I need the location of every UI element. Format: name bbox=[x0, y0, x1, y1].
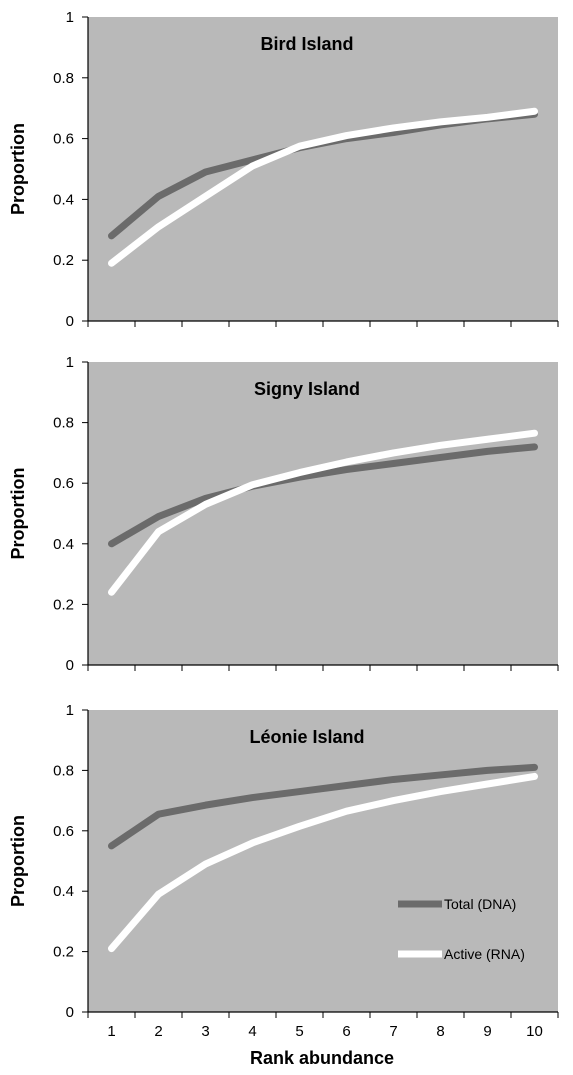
y-axis-label: Proportion bbox=[8, 468, 28, 560]
x-tick-label: 1 bbox=[107, 1023, 115, 1040]
panel-title: Signy Island bbox=[254, 379, 360, 399]
legend-total-label: Total (DNA) bbox=[444, 896, 516, 912]
y-tick-label: 0.8 bbox=[53, 70, 74, 87]
series-total-dna-line bbox=[108, 443, 538, 548]
x-tick-label: 2 bbox=[154, 1023, 162, 1040]
panel-signy-island: 0 0.2 0.4 0.6 0.8 1 Signy Island Proportion bbox=[8, 354, 559, 674]
y-tick-label: 1 bbox=[66, 354, 74, 371]
x-tick-label: 7 bbox=[389, 1023, 397, 1040]
y-tick-label: 0 bbox=[66, 313, 74, 330]
y-tick-label: 0 bbox=[66, 1004, 74, 1021]
x-tick-label: 6 bbox=[342, 1023, 350, 1040]
y-axis-label: Proportion bbox=[8, 123, 28, 215]
panel-title: Léonie Island bbox=[249, 727, 364, 747]
plot-area bbox=[88, 17, 558, 321]
x-axis-label: Rank abundance bbox=[250, 1048, 394, 1068]
y-tick-label: 0.4 bbox=[53, 191, 74, 208]
series-active-rna-line bbox=[108, 107, 538, 267]
y-tick-label: 0.4 bbox=[53, 536, 74, 553]
y-tick-label: 1 bbox=[66, 9, 74, 26]
y-tick-label: 0.4 bbox=[53, 883, 74, 900]
x-tick-label: 4 bbox=[248, 1023, 256, 1040]
y-tick-label: 1 bbox=[66, 702, 74, 719]
y-tick-label: 0.8 bbox=[53, 415, 74, 432]
y-tick-label: 0.2 bbox=[53, 944, 74, 961]
legend: Total (DNA) Active (RNA) bbox=[398, 896, 525, 962]
series-active-rna-line bbox=[108, 429, 538, 596]
panel-bird-island: 0 0.2 0.4 0.6 0.8 1 Bird Island Proportion bbox=[8, 9, 559, 330]
y-tick-label: 0 bbox=[66, 657, 74, 674]
x-tick-label: 9 bbox=[483, 1023, 491, 1040]
y-tick-label: 0.6 bbox=[53, 823, 74, 840]
panel-leonie-island: 0 0.2 0.4 0.6 0.8 1 1 2 3 4 5 6 7 8 9 10 Léonie Island… bbox=[8, 702, 559, 1040]
x-tick-label: 10 bbox=[526, 1023, 543, 1040]
plot-area bbox=[88, 710, 558, 1012]
panel-title: Bird Island bbox=[260, 34, 353, 54]
y-tick-label: 0.6 bbox=[53, 131, 74, 148]
y-tick-label: 0.8 bbox=[53, 762, 74, 779]
series-total-dna-line bbox=[108, 763, 538, 850]
x-tick-label: 5 bbox=[295, 1023, 303, 1040]
x-tick-label: 3 bbox=[201, 1023, 209, 1040]
y-tick-label: 0.6 bbox=[53, 475, 74, 492]
legend-active-label: Active (RNA) bbox=[444, 946, 525, 962]
y-tick-label: 0.2 bbox=[53, 596, 74, 613]
x-tick-label: 8 bbox=[436, 1023, 444, 1040]
y-tick-label: 0.2 bbox=[53, 252, 74, 269]
y-axis-label: Proportion bbox=[8, 815, 28, 907]
series-active-rna-line bbox=[108, 772, 538, 953]
